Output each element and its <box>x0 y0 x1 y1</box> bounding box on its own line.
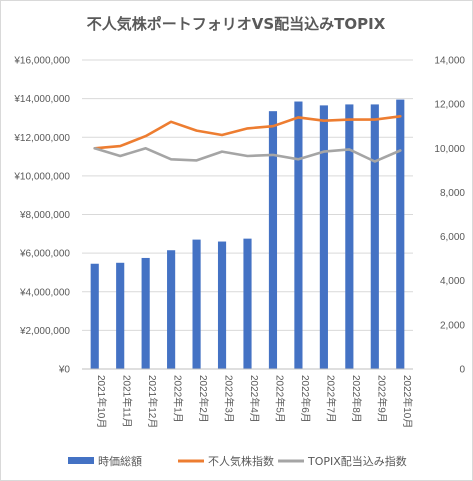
series-line <box>93 147 402 163</box>
bar-series <box>90 99 405 370</box>
category-label: 2022年8月 <box>350 375 363 423</box>
right-tick-label: 12,000 <box>434 100 465 111</box>
bar <box>141 257 150 369</box>
category-label: 2022年10月 <box>401 375 414 428</box>
category-label: 2022年1月 <box>172 375 185 423</box>
category-label: 2022年4月 <box>248 375 261 423</box>
bar <box>370 104 379 369</box>
chart-title: 不人気株ポートフォリオVS配当込みTOPIX <box>87 15 386 33</box>
right-tick-label: 4,000 <box>440 276 465 287</box>
left-tick-label: ¥6,000,000 <box>19 249 70 260</box>
bar <box>294 101 303 369</box>
left-tick-label: ¥2,000,000 <box>19 326 70 337</box>
left-tick-label: ¥14,000,000 <box>13 94 70 105</box>
left-tick-label: ¥0 <box>58 365 71 376</box>
category-label: 2022年5月 <box>273 375 286 423</box>
right-tick-label: 8,000 <box>440 188 465 199</box>
right-tick-label: 14,000 <box>434 56 465 67</box>
legend-label: 時価総額 <box>98 454 142 468</box>
category-label: 2022年7月 <box>324 375 337 423</box>
category-label: 2021年11月 <box>121 375 134 428</box>
category-label: 2022年2月 <box>197 375 210 423</box>
left-tick-label: ¥8,000,000 <box>19 210 70 221</box>
bar <box>396 99 405 369</box>
bar <box>192 239 201 369</box>
series-line <box>93 115 402 150</box>
bar <box>90 263 99 369</box>
left-tick-label: ¥10,000,000 <box>13 171 70 182</box>
right-axis: 0 2,000 4,000 6,000 8,000 10,000 12,000 14,000 <box>434 56 465 376</box>
bar <box>345 104 354 369</box>
category-label: 2021年10月 <box>95 375 108 428</box>
legend-label: 不人気株指数 <box>208 454 274 468</box>
left-axis: ¥0 ¥2,000,000 ¥4,000,000 ¥6,000,000 ¥8,000,0… <box>13 56 70 376</box>
line-series <box>93 115 402 163</box>
legend: 時価総額 不人気株指数 TOPIX配当込み指数 <box>68 454 407 468</box>
bar <box>167 250 176 369</box>
legend-label: TOPIX配当込み指数 <box>307 454 407 468</box>
left-tick-label: ¥12,000,000 <box>13 133 70 144</box>
bar <box>319 105 328 370</box>
category-label: 2022年9月 <box>375 375 388 423</box>
right-tick-label: 0 <box>459 365 465 376</box>
left-tick-label: ¥4,000,000 <box>19 287 70 298</box>
bar <box>116 262 125 369</box>
category-label: 2021年12月 <box>146 375 159 428</box>
bar <box>268 111 278 369</box>
bar <box>243 238 252 369</box>
x-axis: 2021年10月 2021年11月 2021年12月 2022年1月 2022年2月 20… <box>82 368 414 428</box>
right-tick-label: 2,000 <box>440 320 465 331</box>
category-label: 2022年6月 <box>299 375 312 423</box>
bar <box>217 241 227 369</box>
legend-swatch <box>68 457 94 464</box>
left-tick-label: ¥16,000,000 <box>13 56 70 67</box>
right-tick-label: 10,000 <box>434 144 465 155</box>
right-tick-label: 6,000 <box>440 232 465 243</box>
category-label: 2022年3月 <box>223 375 236 423</box>
